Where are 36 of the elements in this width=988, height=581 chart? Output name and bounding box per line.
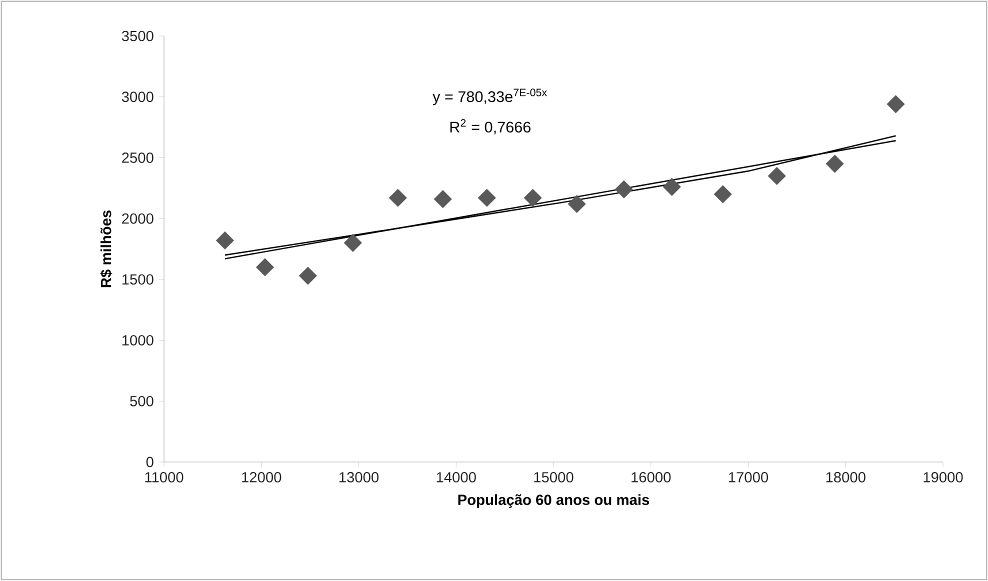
point — [298, 266, 317, 285]
annotation: y = 780,33e$^{7E-05x}$ — [432, 88, 547, 106]
point — [662, 178, 681, 196]
y-tick-label: 1000 — [122, 335, 154, 346]
x-tick-label: 19000 — [924, 472, 963, 482]
point — [478, 188, 496, 207]
point — [826, 154, 844, 173]
x-tick-label: 15000 — [534, 472, 574, 482]
point — [714, 185, 732, 204]
x-tick-label: 17000 — [728, 472, 768, 482]
point — [614, 180, 633, 198]
x-tick-label: 14000 — [436, 472, 476, 482]
y-tick-label: 500 — [130, 396, 154, 406]
point — [388, 188, 407, 207]
y-tick-label: 1500 — [122, 274, 154, 285]
point — [768, 167, 786, 185]
point — [524, 188, 542, 207]
point — [216, 232, 234, 250]
annotation: R$^{2}$ = 0,7666 — [450, 119, 531, 134]
y-tick-label: 2000 — [122, 213, 154, 224]
x-tick-label: 11000 — [145, 472, 184, 482]
y-tick-label: 2500 — [122, 152, 154, 163]
point — [256, 258, 274, 276]
point — [434, 190, 452, 208]
x-tick-label: 16000 — [632, 472, 671, 482]
point — [886, 95, 905, 114]
point — [344, 234, 362, 252]
x-tick-label: 18000 — [826, 472, 866, 482]
point — [568, 195, 586, 213]
x-tick-label: 13000 — [339, 472, 379, 482]
y-tick-label: 0 — [146, 456, 154, 468]
y-tick-label: 3000 — [122, 92, 154, 102]
y-axis-title: R$ milhões — [100, 210, 112, 288]
x-tick-label: 12000 — [242, 472, 282, 482]
y-tick-label: 3500 — [122, 30, 154, 42]
x-axis-title: População 60 anos ou mais — [458, 494, 650, 508]
